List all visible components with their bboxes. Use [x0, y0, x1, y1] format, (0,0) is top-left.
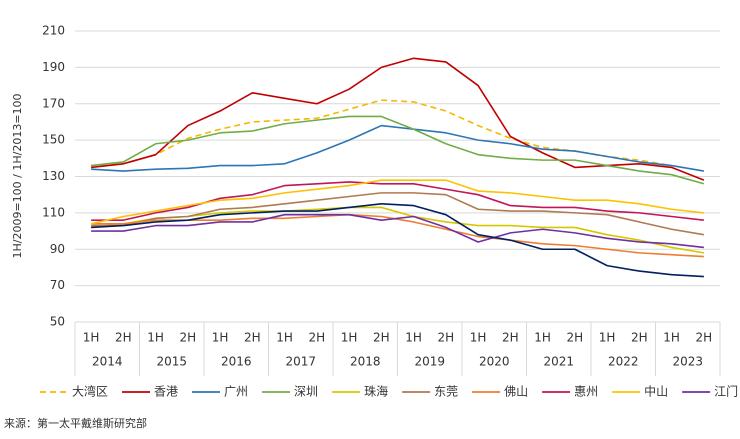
series-line — [91, 202, 704, 278]
y-tick-label: 150 — [42, 133, 65, 147]
legend-label: 中山 — [644, 384, 668, 399]
series-line — [91, 213, 704, 249]
x-tick-label: 1H — [534, 331, 551, 345]
series-line — [91, 99, 672, 167]
series-line — [90, 179, 704, 225]
x-tick-label: 1H — [599, 331, 616, 345]
x-group-label: 2021 — [543, 355, 574, 369]
legend-label: 广州 — [224, 385, 248, 399]
x-tick-label: 2H — [502, 331, 519, 345]
x-group-label: 2023 — [672, 355, 703, 369]
legend-label: 东莞 — [434, 385, 458, 399]
x-group-label: 2015 — [156, 355, 187, 369]
series-line — [91, 213, 704, 258]
series-line — [91, 124, 705, 172]
x-tick-label: 2H — [115, 331, 132, 345]
x-tick-label: 2H — [373, 331, 390, 345]
x-tick-label: 2H — [180, 331, 197, 345]
y-tick-label: 210 — [42, 24, 65, 38]
y-tick-label: 70 — [50, 278, 65, 292]
y-tick-label: 110 — [42, 205, 65, 219]
x-tick-label: 1H — [405, 331, 422, 345]
legend-label: 香港 — [154, 385, 178, 399]
x-tick-label: 2H — [309, 331, 326, 345]
y-tick-label: 170 — [42, 96, 65, 110]
x-tick-label: 2H — [696, 331, 713, 345]
legend-label: 惠州 — [574, 385, 598, 399]
legend-label: 江门 — [714, 384, 738, 399]
series-line — [91, 181, 704, 221]
y-tick-label: 190 — [42, 60, 65, 74]
x-tick-label: 2H — [631, 331, 648, 345]
x-group-label: 2016 — [221, 355, 252, 369]
source-note: 来源：第一太平戴维斯研究部 — [4, 416, 147, 430]
x-tick-label: 1H — [341, 331, 358, 345]
x-tick-label: 1H — [276, 331, 293, 345]
legend-label: 大湾区 — [72, 384, 108, 399]
legend-label: 珠海 — [364, 384, 388, 399]
x-tick-label: 2H — [438, 331, 455, 345]
y-axis-label: 1H/2009=100 / 1H/2013=100 — [11, 93, 24, 258]
legend-label: 佛山 — [504, 385, 528, 399]
x-tick-label: 1H — [212, 331, 229, 345]
y-tick-label: 130 — [42, 169, 65, 183]
x-tick-label: 1H — [147, 331, 164, 345]
x-tick-label: 1H — [83, 331, 100, 345]
series-line — [91, 57, 705, 181]
series-line — [91, 192, 705, 236]
x-tick-label: 2H — [567, 331, 584, 345]
x-group-label: 2014 — [92, 355, 123, 369]
y-tick-label: 50 — [50, 315, 65, 329]
x-tick-label: 1H — [470, 331, 487, 345]
series-line — [91, 115, 705, 185]
x-group-label: 2018 — [350, 355, 381, 369]
legend-label: 深圳 — [294, 385, 318, 399]
series-line — [91, 206, 705, 254]
x-group-label: 2019 — [414, 355, 445, 369]
x-tick-label: 1H — [663, 331, 680, 345]
x-group-label: 2022 — [608, 355, 639, 369]
x-tick-label: 2H — [244, 331, 261, 345]
y-tick-label: 90 — [50, 242, 65, 256]
x-group-label: 2017 — [285, 355, 316, 369]
x-group-label: 2020 — [479, 355, 510, 369]
